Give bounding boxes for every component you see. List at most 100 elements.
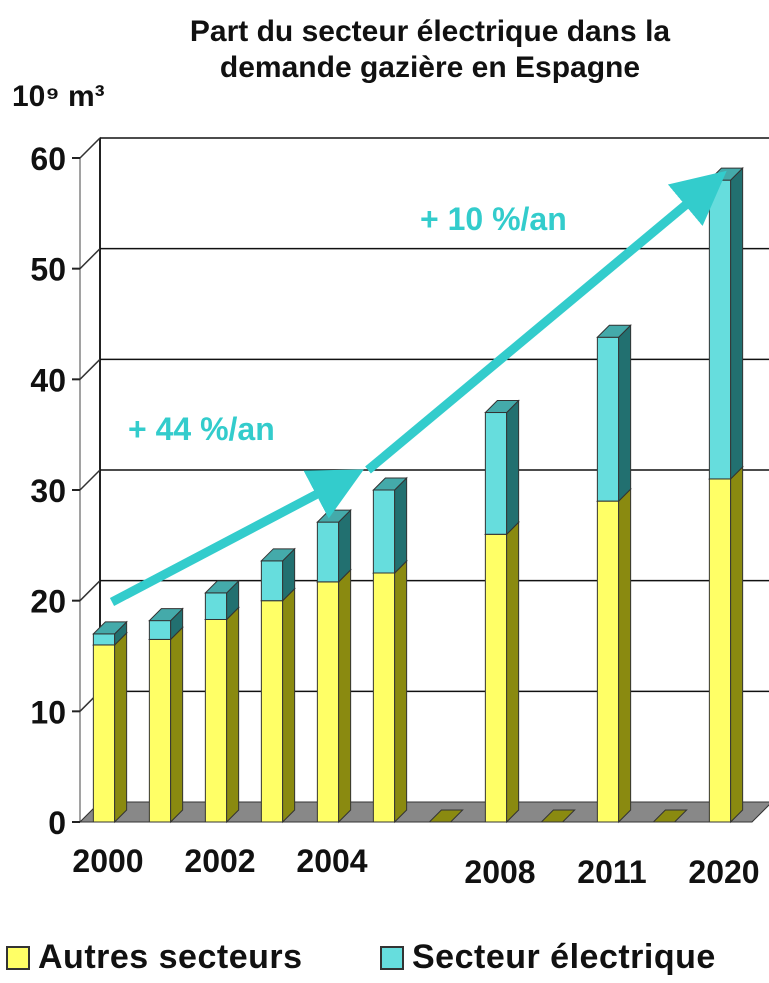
- gridline-diag-20: [79, 580, 101, 602]
- bar-2001-autres-side: [170, 626, 184, 824]
- bar-2011-electrique-front: [596, 336, 620, 502]
- gridline-diag-60: [79, 137, 101, 159]
- y-tick-label-0: 0: [48, 805, 66, 841]
- bar-2002-electrique: [204, 579, 240, 621]
- bar-2008-electrique-front: [484, 412, 508, 535]
- bar-2020-electrique-front: [708, 179, 732, 480]
- bar-2003-electrique-top: [260, 548, 296, 562]
- bar-2005-autres-side: [394, 559, 408, 824]
- bar-2001-electrique: [148, 607, 184, 641]
- bar-2000-electrique-front: [92, 633, 116, 646]
- x-tick-label-2008: 2008: [464, 854, 535, 890]
- bar-2005-electrique-side: [394, 476, 408, 575]
- gridlines: [72, 137, 769, 823]
- gridline-diag-30: [79, 469, 101, 491]
- bar-2008-electrique-side: [506, 399, 520, 536]
- bar-2020-autres: [708, 465, 744, 824]
- bar-2011-electrique-side: [618, 324, 632, 503]
- bar-2004-autres: [316, 568, 352, 824]
- bar-2005-electrique-top: [372, 477, 408, 491]
- bar-2005-autres-front: [372, 572, 396, 823]
- bar-2008-autres-side: [506, 521, 520, 824]
- annotation-44: + 44 %/an: [128, 411, 275, 447]
- chart-title: Part du secteur électrique dans la deman…: [189, 15, 671, 84]
- bar-2006-autres-flat: [428, 809, 464, 823]
- bar-2011-electrique-top: [596, 324, 632, 338]
- y-tick-label-30: 30: [30, 473, 66, 509]
- bar-2011-autres-front: [596, 500, 620, 823]
- chart-walls: [78, 136, 769, 824]
- bar-2020-autres-side: [730, 465, 744, 824]
- bar-2003-electrique-front: [260, 560, 284, 602]
- bar-2001-autres-front: [148, 638, 172, 823]
- legend-label-autres: Autres secteurs: [38, 938, 303, 976]
- trend-arrow-1: [109, 469, 364, 606]
- bar-2000-autres-side: [114, 631, 128, 824]
- bars: [92, 166, 744, 824]
- bar-2000-autres-front: [92, 644, 116, 823]
- bar-2003-autres-side: [282, 587, 296, 824]
- bar-2005-autres: [372, 559, 408, 824]
- bar-2020-electrique: [708, 166, 744, 481]
- x-tick-label-2004: 2004: [296, 843, 367, 879]
- bar-2005-electrique-front: [372, 489, 396, 574]
- bar-2011-electrique: [596, 324, 632, 503]
- legend-swatch-electrique: [380, 945, 404, 970]
- legend: Autres secteurs Secteur électrique: [0, 930, 769, 980]
- bar-2011-autres-side: [618, 487, 632, 824]
- annotations: + 44 %/an + 10 %/an: [109, 170, 727, 606]
- x-tick-label-2020: 2020: [688, 854, 759, 890]
- bar-2008-electrique-top: [484, 400, 520, 414]
- legend-item-electrique: Secteur électrique: [380, 938, 716, 977]
- bar-2012-autres-flat: [652, 809, 688, 823]
- gridline-diag-40: [79, 358, 101, 380]
- annotation-10: + 10 %/an: [420, 201, 567, 237]
- bar-2008-autres: [484, 521, 520, 824]
- bar-2008-electrique: [484, 399, 520, 536]
- y-tick-labels: 0 10 20 30 40 50 60: [30, 141, 66, 841]
- bar-2003-autres: [260, 587, 296, 824]
- bar-2012-autres: [652, 809, 688, 823]
- bar-2003-autres-front: [260, 600, 284, 823]
- y-tick-label-50: 50: [30, 252, 66, 288]
- bar-2004-autres-front: [316, 581, 340, 823]
- bar-2001-electrique-front: [148, 620, 172, 640]
- bar-2009-autres-flat: [540, 809, 576, 823]
- bar-2001-electrique-top: [148, 608, 184, 622]
- bar-2008-autres-front: [484, 533, 508, 823]
- bar-2000-electrique: [92, 620, 128, 647]
- y-tick-label-60: 60: [30, 141, 66, 177]
- bar-2002-autres: [204, 606, 240, 824]
- bar-2002-electrique-top: [204, 580, 240, 594]
- bar-2005-electrique: [372, 476, 408, 575]
- y-tick-label-20: 20: [30, 584, 66, 620]
- bar-2002-autres-side: [226, 606, 240, 824]
- bar-2004-electrique-front: [316, 521, 340, 583]
- bar-2000-autres: [92, 631, 128, 824]
- bar-2001-autres: [148, 626, 184, 824]
- gridline-diag-50: [79, 248, 101, 270]
- trend-arrow-2: [365, 170, 727, 474]
- bar-2002-electrique-front: [204, 592, 228, 620]
- y-axis-unit: 10⁹ m³: [12, 80, 105, 113]
- bar-chart: 0 10 20 30 40 50 60 2000 2002 2004 2008 2011 2020 +…: [30, 136, 769, 890]
- y-tick-label-10: 10: [30, 694, 66, 730]
- bar-2002-autres-front: [204, 618, 228, 823]
- x-tick-labels: 2000 2002 2004 2008 2011 2020: [72, 843, 759, 890]
- legend-swatch-autres: [6, 945, 30, 970]
- bar-2009-autres: [540, 809, 576, 823]
- x-tick-label-2011: 2011: [577, 854, 646, 890]
- bar-2020-electrique-side: [730, 166, 744, 481]
- bar-2000-electrique-top: [92, 621, 128, 635]
- x-tick-label-2002: 2002: [184, 843, 255, 879]
- bar-2004-electrique: [316, 508, 352, 584]
- x-tick-label-2000: 2000: [72, 843, 143, 879]
- bar-2004-autres-side: [338, 568, 352, 824]
- bar-2011-autres: [596, 487, 632, 824]
- bar-2020-autres-front: [708, 478, 732, 823]
- bar-2006-autres: [428, 809, 464, 823]
- y-tick-label-40: 40: [30, 362, 66, 398]
- legend-item-autres: Autres secteurs: [6, 938, 303, 977]
- legend-label-electrique: Secteur électrique: [412, 938, 716, 976]
- bar-2003-electrique: [260, 547, 296, 602]
